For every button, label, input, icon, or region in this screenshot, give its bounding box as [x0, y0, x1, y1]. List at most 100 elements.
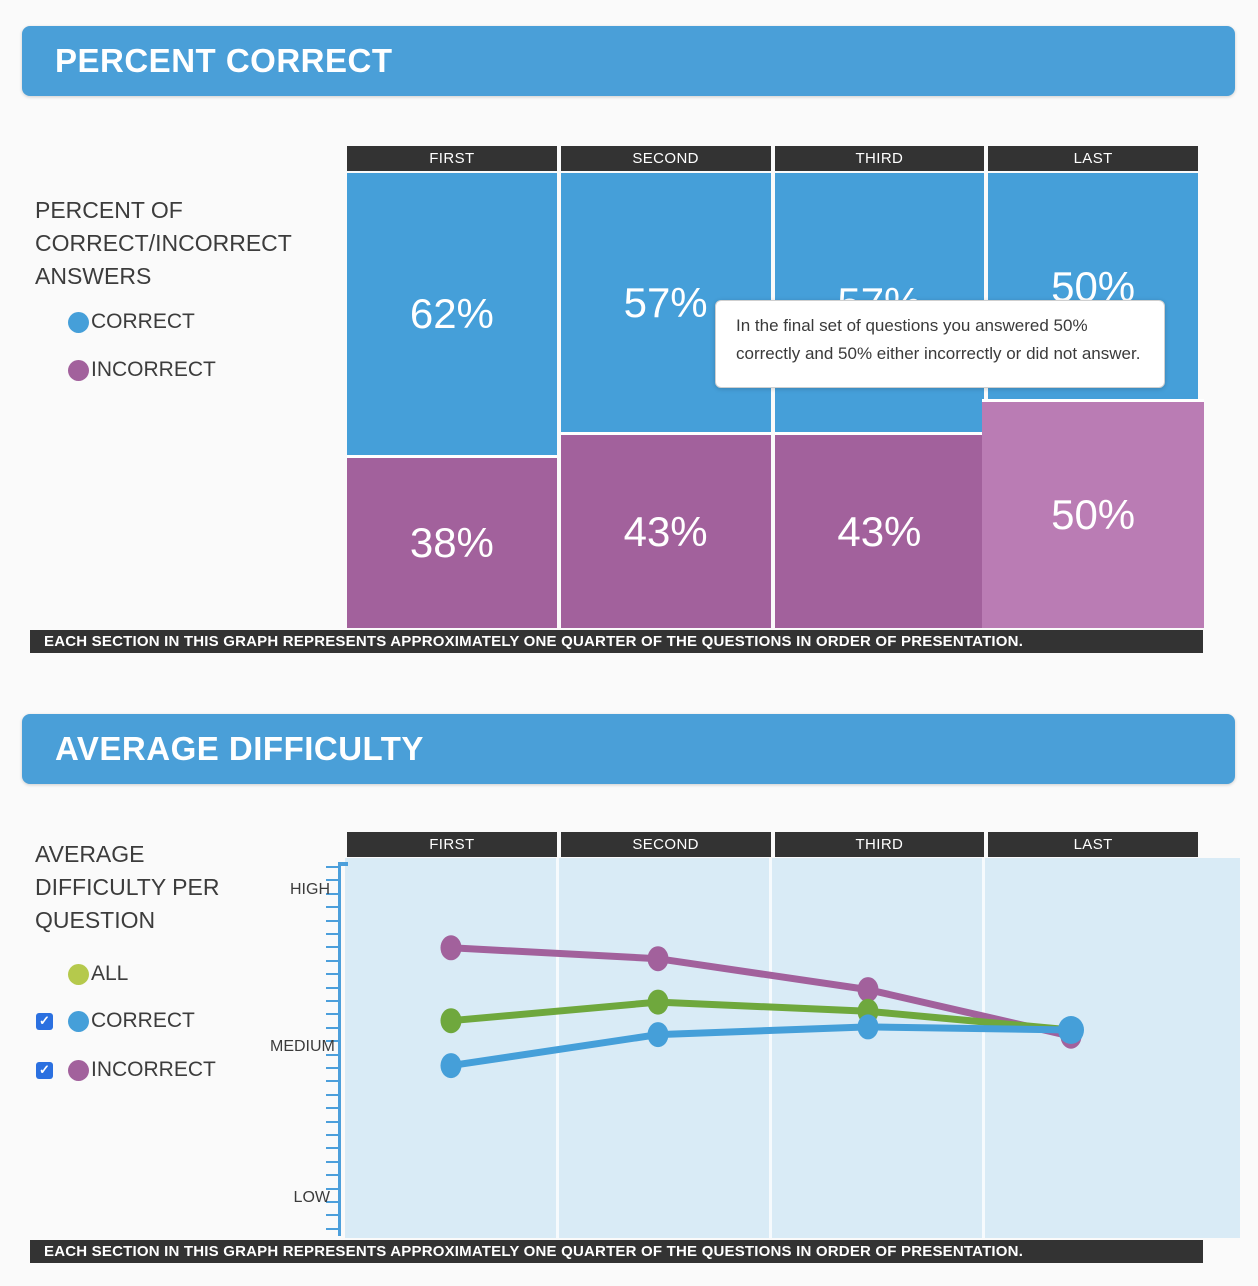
incorrect-checkbox[interactable]: ✓ [36, 1061, 53, 1079]
chart2-legend-heading: AVERAGE DIFFICULTY PER QUESTION [35, 841, 220, 933]
percent-correct-bar-chart[interactable]: 62%38%57%43%57%43%50%50% [347, 173, 1204, 628]
column-header-first: FIRST [347, 832, 557, 857]
incorrect-bar-second[interactable]: 43% [560, 432, 771, 628]
legend-label-correct: CORRECT [91, 310, 195, 333]
incorrect-data-point-first[interactable] [440, 935, 462, 961]
correct-data-point-first[interactable] [440, 1053, 462, 1079]
y-axis-tick [326, 879, 338, 882]
column-header-second: SECOND [560, 146, 771, 171]
y-axis-tick [326, 1013, 338, 1016]
incorrect-data-point-second[interactable] [647, 946, 669, 972]
difficulty-lines-svg[interactable] [345, 858, 1240, 1238]
legend-label-incorrect: INCORRECT [91, 358, 216, 381]
y-axis-tick [326, 1214, 338, 1217]
correct-bar-first[interactable]: 62% [347, 173, 557, 456]
legend-item-correct-toggle[interactable]: ✓ CORRECT [36, 1009, 195, 1033]
all-data-point-second[interactable] [647, 989, 669, 1015]
difficulty-line-chart-area[interactable] [345, 858, 1240, 1238]
y-axis-tick [326, 892, 338, 895]
correct-data-point-third[interactable] [857, 1014, 879, 1040]
y-axis-tick [326, 1120, 338, 1123]
y-axis-tick [326, 986, 338, 989]
incorrect-value-label: 38% [409, 519, 494, 567]
column-header-third: THIRD [774, 832, 985, 857]
legend-item-incorrect: INCORRECT [68, 358, 216, 382]
chart-tooltip: In the final set of questions you answer… [715, 300, 1165, 388]
incorrect-bar-third[interactable]: 43% [774, 432, 985, 628]
all-data-point-first[interactable] [440, 1008, 462, 1034]
correct-dot-icon [68, 1010, 89, 1032]
quarter-separator [769, 858, 772, 1238]
chart1-column-second[interactable]: 57% 43% [560, 173, 771, 628]
y-axis-tick [326, 1026, 338, 1029]
correct-dot-icon [68, 311, 89, 333]
incorrect-bar-last[interactable]: 50% [982, 398, 1204, 628]
chart1-legend-heading: PERCENT OF CORRECT/INCORRECT ANSWERS [35, 197, 292, 289]
y-axis-tick [326, 1067, 338, 1069]
section-header-average-difficulty: AVERAGE DIFFICULTY [22, 714, 1235, 784]
y-axis-line [338, 862, 341, 1236]
y-axis-tick [326, 1174, 338, 1177]
section-header-percent-correct: PERCENT CORRECT [22, 26, 1235, 96]
legend-label-correct2: CORRECT [91, 1009, 195, 1032]
section2-title: AVERAGE DIFFICULTY [55, 730, 424, 767]
y-axis-tick [326, 1093, 338, 1096]
incorrect-dot-icon [68, 359, 89, 381]
incorrect-bar-first[interactable]: 38% [347, 455, 557, 628]
column-header-second: SECOND [560, 832, 771, 857]
all-dot-icon [68, 963, 89, 985]
legend-item-correct: CORRECT [68, 310, 195, 334]
incorrect-difficulty-line [447, 944, 1075, 1040]
chart1-column-first[interactable]: 62% 38% [347, 173, 557, 628]
y-axis-tick [326, 866, 338, 868]
correct-checkbox[interactable]: ✓ [36, 1012, 53, 1030]
y-axis-tick [326, 1227, 338, 1230]
y-axis-tick [326, 1134, 338, 1136]
y-axis-tick [326, 973, 338, 976]
legend-label-all: ALL [91, 962, 129, 985]
y-axis-tick [326, 1053, 338, 1056]
incorrect-value-label: 43% [837, 507, 922, 555]
column-header-third: THIRD [774, 146, 985, 171]
y-label-high: HIGH [290, 881, 330, 898]
y-axis-top-cap [338, 862, 348, 866]
quarter-separator [982, 858, 985, 1238]
chart1-column-last[interactable]: 50% 50% [982, 173, 1204, 628]
correct-data-point-last[interactable] [1058, 1016, 1084, 1044]
correct-data-point-second[interactable] [647, 1022, 669, 1048]
legend-item-incorrect-toggle[interactable]: ✓ INCORRECT [36, 1058, 216, 1082]
chart1-column-headers: FIRST SECOND THIRD LAST [347, 146, 1198, 171]
correct-value-label: 62% [409, 290, 494, 338]
correct-difficulty-line [447, 1023, 1075, 1070]
chart1-caption: EACH SECTION IN THIS GRAPH REPRESENTS AP… [30, 630, 1203, 653]
correct-value-label: 57% [623, 278, 708, 326]
incorrect-data-point-third[interactable] [857, 977, 879, 1003]
column-header-last: LAST [988, 832, 1198, 857]
y-axis-tick [326, 1147, 338, 1150]
chart1-column-third[interactable]: 57%43% [774, 173, 985, 628]
incorrect-value-label: 50% [1051, 490, 1136, 538]
column-header-first: FIRST [347, 146, 557, 171]
legend-label-incorrect2: INCORRECT [91, 1058, 216, 1081]
y-axis-tick [326, 1000, 338, 1002]
y-axis-tick [326, 1107, 338, 1110]
y-label-medium: MEDIUM [270, 1038, 335, 1055]
y-label-low: LOW [293, 1189, 330, 1206]
legend-item-all: ALL [68, 962, 128, 986]
y-axis-tick [326, 919, 338, 922]
y-axis-tick [326, 1160, 338, 1163]
y-axis-tick [326, 946, 338, 949]
y-axis-tick [326, 959, 338, 962]
y-axis-tick [326, 1187, 338, 1190]
chart2-column-headers: FIRST SECOND THIRD LAST [347, 832, 1198, 857]
section1-title: PERCENT CORRECT [55, 42, 393, 79]
incorrect-dot-icon [68, 1059, 89, 1081]
all-difficulty-line [447, 998, 1075, 1034]
column-header-last: LAST [988, 146, 1198, 171]
incorrect-value-label: 43% [623, 507, 708, 555]
y-axis-tick [326, 906, 338, 909]
y-axis-tick [326, 1080, 338, 1083]
y-axis-tick [326, 1201, 338, 1203]
y-axis-tick [326, 1040, 338, 1043]
